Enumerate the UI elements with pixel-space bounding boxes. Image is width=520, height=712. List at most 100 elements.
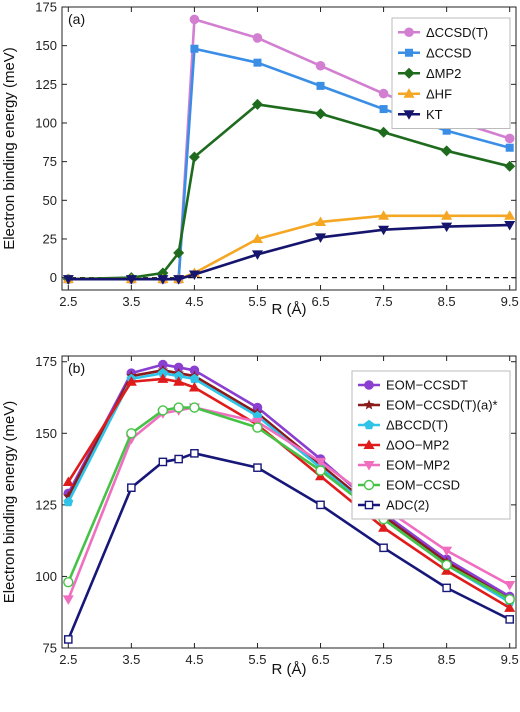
legend-label: ΔOO−MP2 bbox=[386, 438, 449, 453]
data-point bbox=[504, 221, 516, 231]
data-point bbox=[174, 454, 183, 464]
plot-frame bbox=[61, 6, 517, 291]
y-axis-label: Electron binding energy (meV) bbox=[1, 401, 18, 604]
data-point bbox=[253, 58, 262, 67]
data-point bbox=[315, 457, 327, 468]
y-tick-label: 150 bbox=[35, 38, 57, 53]
data-point bbox=[251, 98, 263, 110]
legend-marker bbox=[364, 419, 374, 430]
legend-marker bbox=[404, 27, 414, 38]
legend-label: ΔBCCD(T) bbox=[386, 418, 448, 433]
legend: EOM−CCSDT EOM−CCSD(T)(a)* ΔBCCD(T) ΔOO−MP2 E… bbox=[351, 370, 511, 520]
data-point bbox=[504, 581, 516, 591]
data-point bbox=[315, 233, 327, 243]
y-tick-label: 75 bbox=[43, 154, 57, 169]
data-point bbox=[173, 402, 184, 413]
legend-label: EOM−CCSDT bbox=[386, 378, 468, 393]
data-point bbox=[504, 160, 516, 172]
data-point bbox=[505, 143, 514, 152]
legend-marker bbox=[403, 88, 415, 98]
data-point bbox=[157, 275, 169, 285]
y-tick-label: 175 bbox=[35, 354, 57, 369]
data-point bbox=[190, 44, 199, 53]
x-tick-label: 4.5 bbox=[185, 652, 203, 667]
series-line bbox=[68, 103, 510, 281]
data-point bbox=[442, 583, 451, 593]
data-point bbox=[63, 496, 74, 507]
data-point bbox=[504, 594, 515, 605]
data-point bbox=[379, 105, 388, 114]
series-line bbox=[67, 363, 511, 598]
y-axis-label: Electron binding energy (meV) bbox=[1, 47, 18, 250]
series-a-4 bbox=[62, 221, 516, 285]
x-tick-label: 4.5 bbox=[185, 294, 203, 309]
data-point bbox=[315, 108, 327, 120]
data-point bbox=[188, 381, 200, 392]
legend-label: ΔCCSD(T) bbox=[426, 25, 488, 40]
series-line bbox=[67, 377, 511, 610]
x-tick-label: 8.5 bbox=[438, 294, 456, 309]
legend-marker bbox=[364, 380, 374, 390]
legend-marker bbox=[363, 461, 375, 471]
data-point bbox=[62, 595, 74, 605]
x-tick-label: 5.5 bbox=[248, 294, 266, 309]
legend-label: KT bbox=[426, 107, 443, 122]
legend-label: ΔCCSD bbox=[426, 45, 472, 60]
data-point bbox=[441, 222, 453, 233]
data-point bbox=[157, 373, 169, 383]
data-point bbox=[125, 275, 137, 285]
data-point bbox=[315, 465, 326, 476]
legend-marker bbox=[364, 500, 374, 510]
series-line bbox=[67, 452, 511, 640]
chart-panel-a: 2.5 3.5 4.5 5.5 6.5 7.5 8.5 9.5 0 25 50 75 100 125 150… bbox=[1, 0, 519, 318]
plot-frame bbox=[61, 355, 517, 649]
data-point bbox=[63, 576, 74, 588]
data-point bbox=[441, 210, 453, 220]
series-line bbox=[67, 406, 511, 601]
panel-label: (b) bbox=[68, 360, 85, 376]
data-point bbox=[378, 210, 390, 220]
data-point bbox=[504, 133, 515, 144]
legend-label: ΔMP2 bbox=[426, 66, 461, 81]
legend-marker bbox=[363, 479, 375, 491]
data-point bbox=[442, 126, 451, 135]
data-point bbox=[505, 615, 514, 624]
data-point bbox=[64, 635, 73, 644]
x-tick-label: 3.5 bbox=[122, 294, 140, 309]
series-b-6 bbox=[64, 449, 514, 644]
x-tick-label: 7.5 bbox=[375, 652, 393, 667]
data-point bbox=[158, 359, 168, 370]
data-point bbox=[441, 559, 452, 571]
legend-marker bbox=[363, 439, 375, 449]
x-tick-label: 2.5 bbox=[59, 294, 77, 309]
data-point bbox=[441, 145, 453, 157]
y-tick-label: 75 bbox=[43, 641, 57, 656]
panel-label: (a) bbox=[68, 11, 85, 27]
data-point bbox=[251, 250, 263, 260]
data-point bbox=[173, 247, 185, 259]
data-point bbox=[378, 126, 390, 138]
data-point bbox=[251, 233, 263, 243]
y-tick-label: 100 bbox=[35, 115, 57, 130]
x-tick-label: 5.5 bbox=[248, 652, 266, 667]
data-point bbox=[158, 457, 168, 467]
data-point bbox=[127, 483, 136, 492]
x-tick-label: 2.5 bbox=[59, 652, 77, 667]
series-line bbox=[68, 223, 510, 281]
legend: ΔCCSD(T) ΔCCSD ΔMP2 ΔHF KT bbox=[391, 17, 511, 129]
data-point bbox=[378, 522, 390, 532]
data-point bbox=[125, 376, 137, 386]
data-point bbox=[173, 376, 185, 386]
data-point bbox=[189, 402, 200, 413]
data-point bbox=[63, 490, 74, 501]
data-point bbox=[173, 362, 184, 373]
y-tick-label: 150 bbox=[35, 426, 57, 441]
data-point bbox=[253, 463, 262, 472]
legend-marker bbox=[403, 67, 415, 79]
data-point bbox=[157, 405, 169, 416]
x-tick-label: 7.5 bbox=[375, 294, 393, 309]
series-line bbox=[67, 369, 511, 601]
x-tick-label: 9.5 bbox=[501, 294, 519, 309]
data-point bbox=[173, 370, 184, 381]
